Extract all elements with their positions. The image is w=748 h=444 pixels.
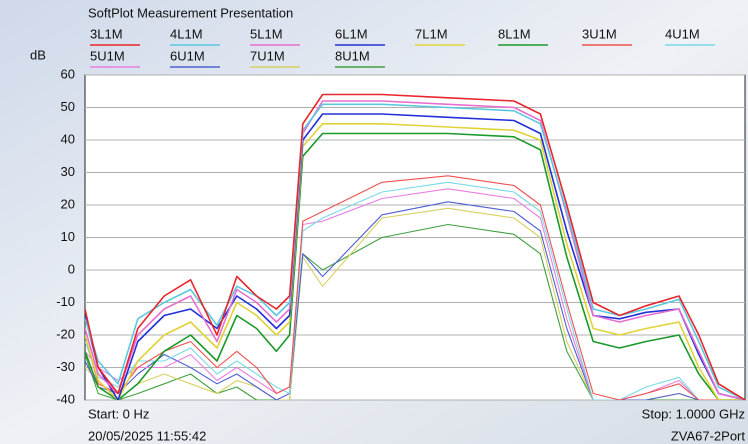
- start-label: Start: 0 Hz: [88, 406, 149, 421]
- y-tick-label: -10: [56, 294, 75, 309]
- y-tick-label: -30: [56, 359, 75, 374]
- legend-label: 6L1M: [335, 26, 368, 41]
- legend-label: 5U1M: [90, 48, 125, 63]
- legend-label: 5L1M: [250, 26, 283, 41]
- legend-label: 7L1M: [415, 26, 448, 41]
- legend-label: 4U1M: [665, 26, 700, 41]
- legend-label: 3U1M: [582, 26, 617, 41]
- legend-label: 8L1M: [498, 26, 531, 41]
- y-tick-label: 60: [61, 66, 75, 81]
- y-tick-label: 40: [61, 131, 75, 146]
- y-axis-label: dB: [30, 47, 46, 62]
- y-tick-label: 10: [61, 229, 75, 244]
- y-tick-label: 30: [61, 164, 75, 179]
- stop-label: Stop: 1.0000 GHz: [642, 406, 745, 421]
- legend-label: 8U1M: [335, 48, 370, 63]
- y-tick-label: 50: [61, 99, 75, 114]
- legend-label: 7U1M: [250, 48, 285, 63]
- chart: SoftPlot Measurement Presentation dB Sta…: [0, 0, 748, 444]
- y-tick-label: 20: [61, 196, 75, 211]
- y-tick-label: 0: [68, 261, 75, 276]
- legend-label: 6U1M: [170, 48, 205, 63]
- timestamp: 20/05/2025 11:55:42: [88, 428, 206, 443]
- legend-label: 4L1M: [170, 26, 203, 41]
- legend-label: 3L1M: [90, 26, 123, 41]
- chart-title: SoftPlot Measurement Presentation: [88, 5, 293, 20]
- y-tick-label: -40: [56, 391, 75, 406]
- y-tick-label: -20: [56, 326, 75, 341]
- instrument-label: ZVA67-2Port: [671, 428, 746, 443]
- page: {"chart_data": {"type": "line", "title":…: [0, 0, 748, 444]
